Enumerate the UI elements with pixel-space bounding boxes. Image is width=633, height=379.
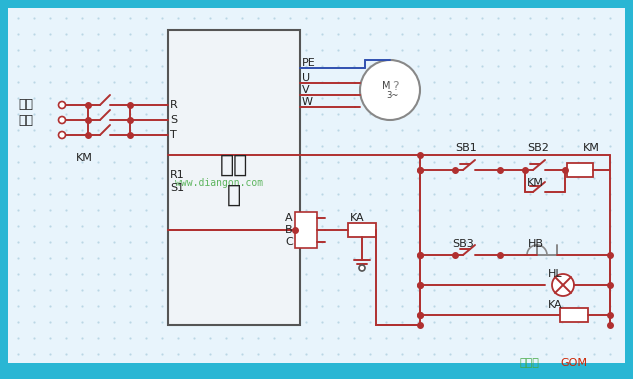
Text: V: V bbox=[302, 85, 310, 95]
Text: KM: KM bbox=[76, 153, 93, 163]
Text: 电源: 电源 bbox=[18, 113, 33, 127]
Text: 变频: 变频 bbox=[220, 153, 248, 177]
Text: KM: KM bbox=[583, 143, 600, 153]
Text: R1: R1 bbox=[170, 170, 185, 180]
Circle shape bbox=[58, 116, 65, 124]
Text: R: R bbox=[170, 100, 178, 110]
Bar bbox=[168, 30, 300, 325]
Text: KM: KM bbox=[527, 178, 544, 188]
Circle shape bbox=[359, 265, 365, 271]
Text: S: S bbox=[170, 115, 177, 125]
Text: M: M bbox=[382, 81, 391, 91]
Text: 工频: 工频 bbox=[18, 99, 33, 111]
Text: PE: PE bbox=[302, 58, 316, 68]
Text: 接线图: 接线图 bbox=[520, 358, 540, 368]
Text: HL: HL bbox=[548, 269, 563, 279]
Bar bbox=[567, 163, 593, 177]
Text: 3~: 3~ bbox=[385, 91, 398, 100]
Circle shape bbox=[58, 102, 65, 108]
Text: SB2: SB2 bbox=[527, 143, 549, 153]
Text: KA: KA bbox=[548, 300, 563, 310]
Text: S1: S1 bbox=[170, 183, 184, 193]
Text: ?: ? bbox=[392, 80, 398, 94]
Bar bbox=[348, 223, 376, 237]
Bar bbox=[560, 308, 588, 322]
Circle shape bbox=[360, 60, 420, 120]
Text: KA: KA bbox=[350, 213, 365, 223]
Circle shape bbox=[58, 132, 65, 138]
Bar bbox=[295, 212, 317, 248]
Text: HB: HB bbox=[528, 239, 544, 249]
Text: C: C bbox=[285, 237, 293, 247]
Text: 器: 器 bbox=[227, 183, 241, 207]
Text: T: T bbox=[170, 130, 177, 140]
Text: U: U bbox=[302, 73, 310, 83]
Text: B: B bbox=[285, 225, 293, 235]
Text: W: W bbox=[302, 97, 313, 107]
Text: SB3: SB3 bbox=[452, 239, 473, 249]
Circle shape bbox=[552, 274, 574, 296]
Text: A: A bbox=[285, 213, 293, 223]
Text: SB1: SB1 bbox=[455, 143, 477, 153]
Text: www.diangon.com: www.diangon.com bbox=[175, 178, 263, 188]
Text: GOM: GOM bbox=[560, 358, 587, 368]
